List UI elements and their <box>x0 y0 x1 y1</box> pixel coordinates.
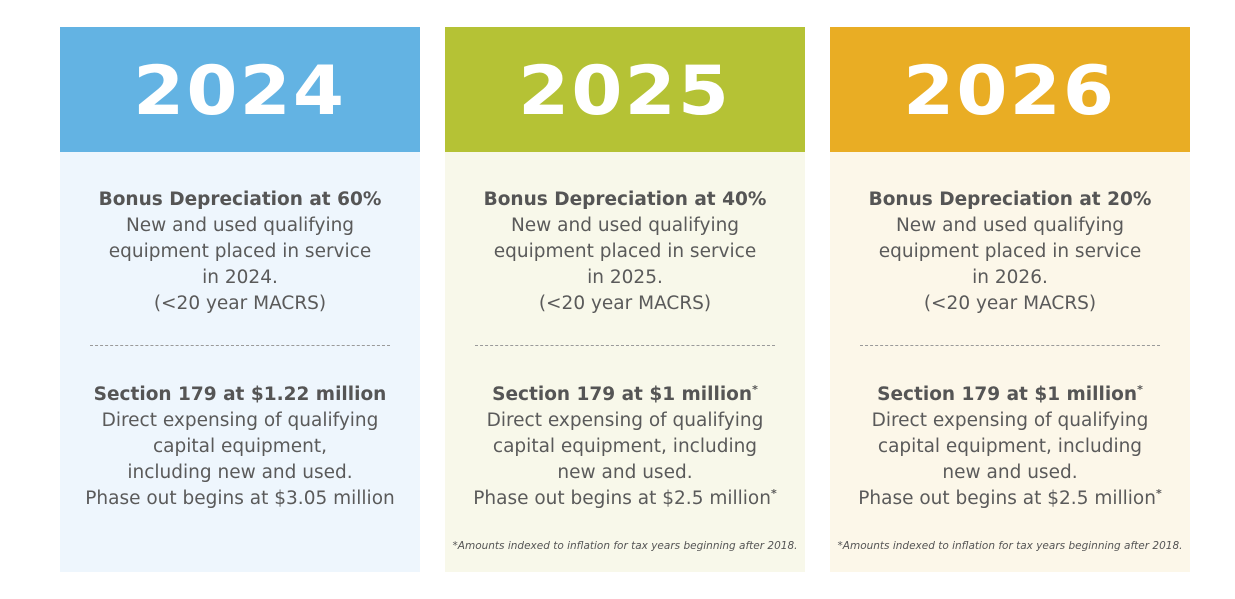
section-line: capital equipment, including <box>877 436 1143 457</box>
bonus-line: (<20 year MACRS) <box>923 293 1097 314</box>
section-line: Direct expensing of qualifying <box>101 410 379 431</box>
card-2025: 2025 Bonus Depreciation at 40% New and u… <box>445 27 805 572</box>
phase-out-line: Phase out begins at $2.5 million* <box>445 486 805 512</box>
bonus-line: equipment placed in service <box>493 241 757 262</box>
section-line: capital equipment, including <box>492 436 758 457</box>
section-title-line: Section 179 at $1 million* <box>445 382 805 408</box>
section-title: Section 179 at $1 million <box>492 384 753 405</box>
dashed-divider <box>475 345 775 346</box>
bonus-depreciation-block: Bonus Depreciation at 20% New and used q… <box>830 187 1190 317</box>
card-2024: 2024 Bonus Depreciation at 60% New and u… <box>60 27 420 572</box>
section-line: capital equipment, <box>153 436 327 457</box>
bonus-title: Bonus Depreciation at 40% <box>483 189 767 210</box>
section-title: Section 179 at $1 million <box>877 384 1138 405</box>
bonus-line: (<20 year MACRS) <box>538 293 712 314</box>
card-2025-header: 2025 <box>445 27 805 152</box>
year-label: 2025 <box>518 51 732 131</box>
bonus-depreciation-block: Bonus Depreciation at 60% New and used q… <box>60 187 420 317</box>
bonus-title: Bonus Depreciation at 60% <box>98 189 382 210</box>
footnote: *Amounts indexed to inflation for tax ye… <box>837 540 1183 552</box>
section-179-block: Section 179 at $1 million* Direct expens… <box>445 382 805 512</box>
bonus-line: New and used qualifying <box>125 215 355 236</box>
bonus-depreciation-block: Bonus Depreciation at 40% New and used q… <box>445 187 805 317</box>
card-2025-body: Bonus Depreciation at 40% New and used q… <box>445 152 805 572</box>
phase-out-line: Phase out begins at $2.5 million* <box>830 486 1190 512</box>
bonus-title: Bonus Depreciation at 20% <box>868 189 1152 210</box>
section-line: Direct expensing of qualifying <box>486 410 764 431</box>
bonus-line: in 2026. <box>972 267 1048 288</box>
footnote-marker: * <box>1137 382 1143 396</box>
section-179-block: Section 179 at $1.22 million Direct expe… <box>60 382 420 512</box>
bonus-line: New and used qualifying <box>510 215 740 236</box>
footnote-marker: * <box>770 486 777 500</box>
year-label: 2026 <box>903 51 1117 131</box>
dashed-divider <box>90 345 390 346</box>
section-line: Direct expensing of qualifying <box>871 410 1149 431</box>
bonus-line: equipment placed in service <box>878 241 1142 262</box>
footnote: *Amounts indexed to inflation for tax ye… <box>452 540 798 552</box>
bonus-line: equipment placed in service <box>108 241 372 262</box>
card-2026-body: Bonus Depreciation at 20% New and used q… <box>830 152 1190 572</box>
bonus-line: in 2025. <box>587 267 663 288</box>
phase-out-text: Phase out begins at $2.5 million <box>473 488 771 509</box>
section-179-block: Section 179 at $1 million* Direct expens… <box>830 382 1190 512</box>
footnote-marker: * <box>752 382 758 396</box>
card-2026-header: 2026 <box>830 27 1190 152</box>
card-2024-header: 2024 <box>60 27 420 152</box>
card-2024-body: Bonus Depreciation at 60% New and used q… <box>60 152 420 572</box>
year-label: 2024 <box>133 51 347 131</box>
section-line: new and used. <box>557 462 693 483</box>
section-title-line: Section 179 at $1 million* <box>830 382 1190 408</box>
bonus-line: (<20 year MACRS) <box>153 293 327 314</box>
bonus-line: New and used qualifying <box>895 215 1125 236</box>
bonus-line: in 2024. <box>202 267 278 288</box>
footnote-marker: * <box>1155 486 1162 500</box>
card-2026: 2026 Bonus Depreciation at 20% New and u… <box>830 27 1190 572</box>
phase-out-line: Phase out begins at $3.05 million <box>85 488 395 509</box>
section-title: Section 179 at $1.22 million <box>93 384 387 405</box>
section-line: new and used. <box>942 462 1078 483</box>
phase-out-text: Phase out begins at $2.5 million <box>858 488 1156 509</box>
dashed-divider <box>860 345 1160 346</box>
section-line: including new and used. <box>127 462 353 483</box>
